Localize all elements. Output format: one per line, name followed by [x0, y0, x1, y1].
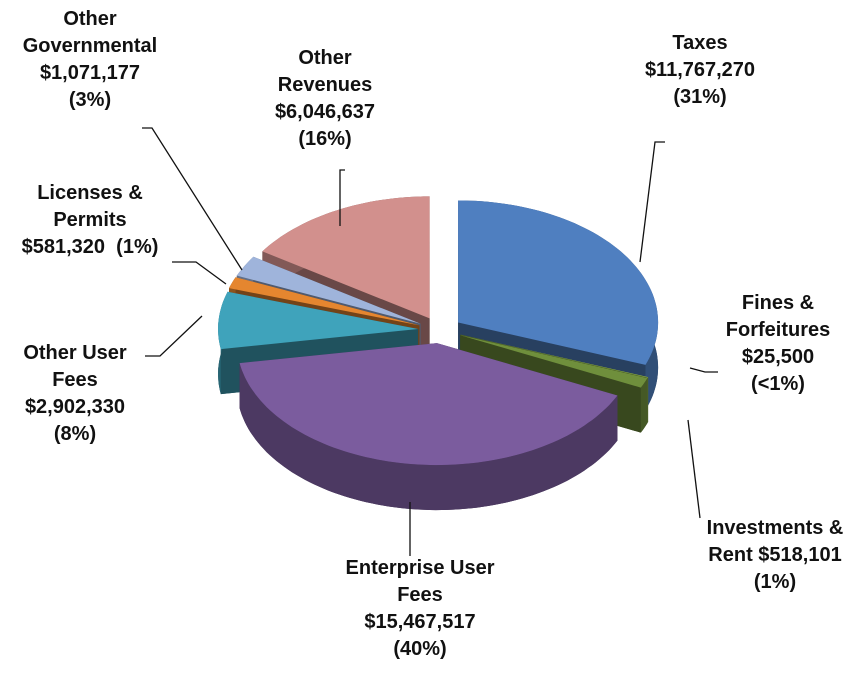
- data-label: Other Revenues $6,046,637 (16%): [260, 45, 390, 153]
- slice-top: [236, 256, 421, 324]
- share-label: (1%): [753, 571, 797, 593]
- data-label: Other User Fees $2,902,330 (8%): [5, 340, 145, 448]
- share-label: (3%): [68, 89, 112, 111]
- value-label: $6,046,637: [274, 101, 376, 123]
- slice-top: [218, 291, 419, 350]
- data-label: Taxes $11,767,270 (31%): [615, 30, 785, 111]
- leader-line: [639, 141, 665, 263]
- slice-top: [239, 343, 618, 466]
- value-label: $25,500: [741, 346, 815, 368]
- slice-side: [640, 378, 648, 433]
- share-label: (16%): [298, 128, 352, 150]
- category-label: Licenses & Permits: [37, 182, 143, 231]
- data-label: Fines & Forfeitures $25,500 (<1%): [703, 290, 853, 398]
- leader-line: [172, 261, 227, 285]
- leader-line: [339, 169, 345, 226]
- data-label: Investments & Rent $518,101 (1%): [690, 515, 858, 596]
- category-label: Other Governmental: [22, 8, 158, 57]
- slice-top: [460, 334, 649, 378]
- share-label: (31%): [673, 86, 727, 108]
- share-label: (1%): [116, 236, 159, 258]
- slice-top: [262, 196, 430, 319]
- leader-line: [687, 419, 701, 519]
- leader-line: [689, 367, 718, 373]
- slice-side: [239, 363, 618, 511]
- category-label: Other User Fees: [23, 342, 127, 391]
- data-label: Other Governmental $1,071,177 (3%): [15, 6, 165, 114]
- category-label: Taxes: [672, 32, 728, 54]
- value-label: $11,767,270: [644, 59, 756, 81]
- data-label: Licenses & Permits $581,320 (1%): [0, 180, 185, 261]
- category-label: Other Revenues: [277, 47, 373, 96]
- share-label: (40%): [393, 638, 447, 660]
- slice-top: [229, 277, 420, 326]
- share-label: (<1%): [751, 373, 805, 395]
- value-label: $2,902,330: [24, 396, 126, 418]
- data-label: Enterprise User Fees $15,467,517 (40%): [330, 555, 510, 663]
- category-label: Investments & Rent: [706, 517, 844, 566]
- value-label: $518,101: [758, 544, 842, 566]
- leader-line: [145, 315, 203, 357]
- value-label: $581,320: [21, 236, 106, 258]
- slice: [239, 343, 618, 511]
- leader-line: [142, 127, 243, 271]
- category-label: Fines & Forfeitures: [725, 292, 831, 341]
- category-label: Enterprise User Fees: [345, 557, 495, 606]
- value-label: $1,071,177: [39, 62, 141, 84]
- value-label: $15,467,517: [364, 611, 476, 633]
- share-label: (8%): [53, 423, 97, 445]
- slice-top: [458, 200, 659, 365]
- slice-top: [460, 335, 648, 388]
